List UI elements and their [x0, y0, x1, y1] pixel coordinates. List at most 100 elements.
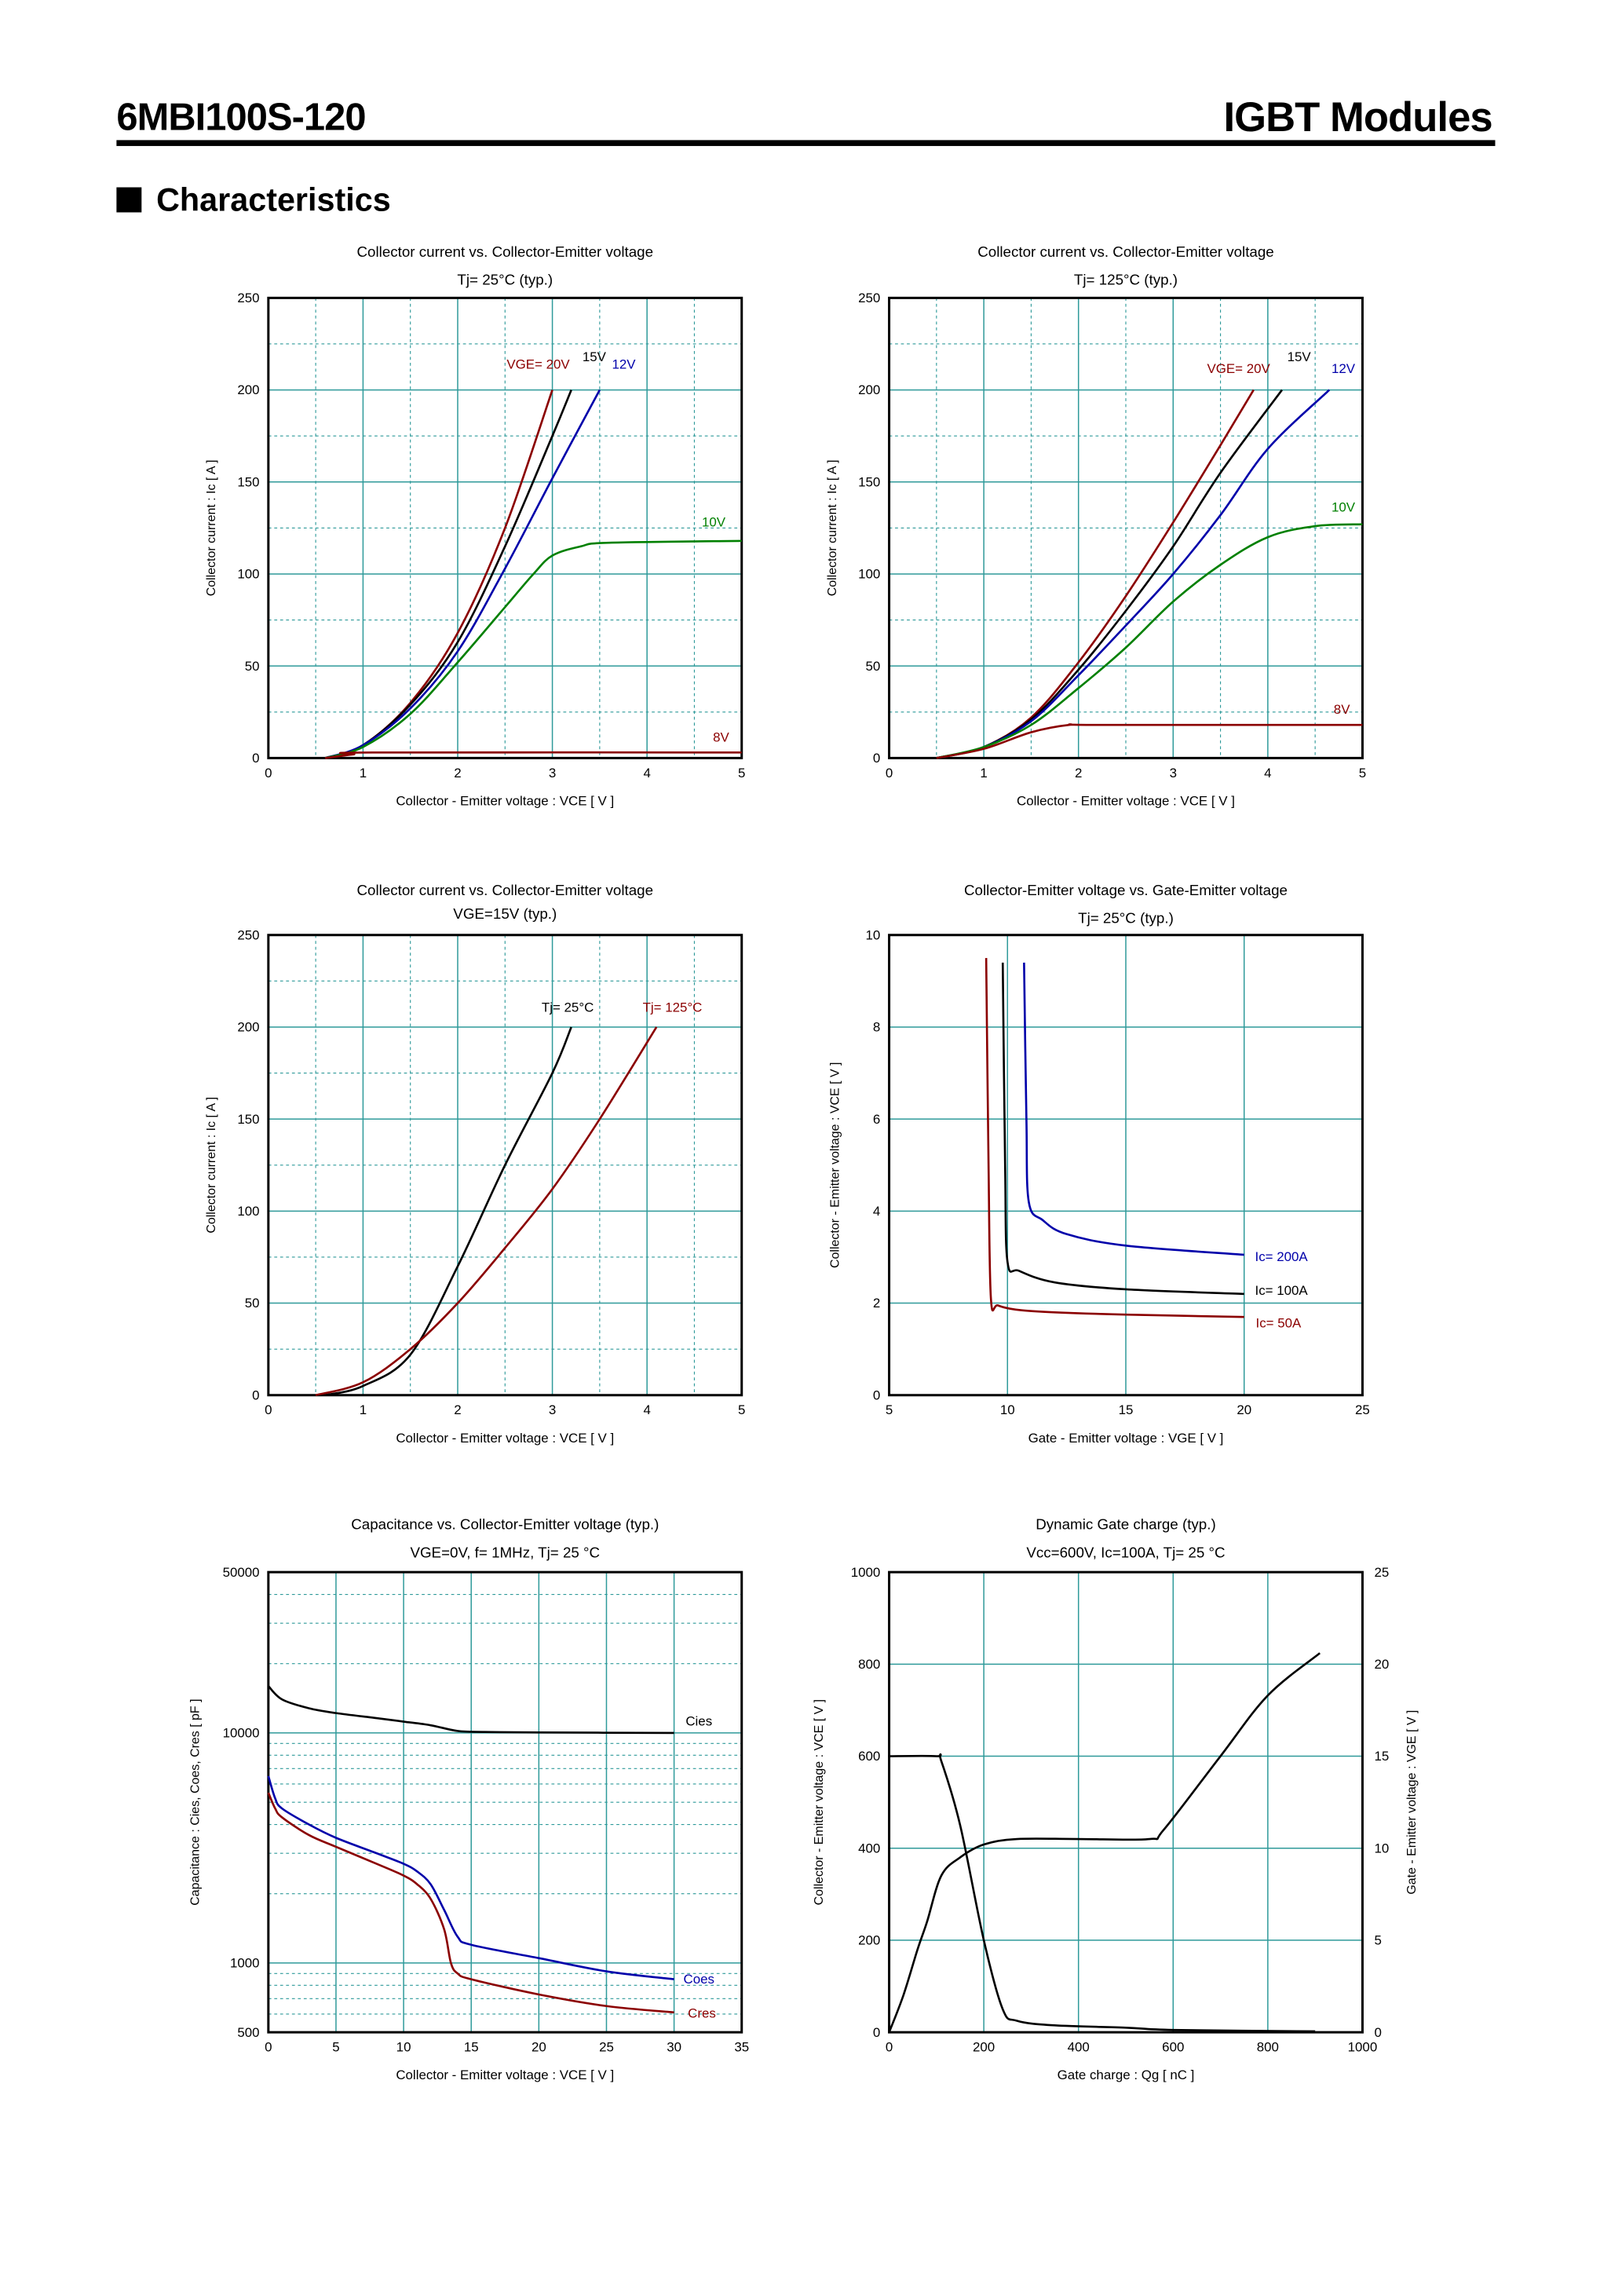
y-axis-label: Collector current : Ic [ A ] [205, 1097, 218, 1234]
chart-title: Collector-Emitter voltage vs. Gate-Emitt… [964, 882, 1288, 898]
y-tick-label: 6 [873, 1112, 880, 1127]
x-tick-label: 1000 [1348, 2040, 1378, 2055]
y-right-tick-label: 15 [1374, 1749, 1389, 1764]
series-label: Coes [684, 1972, 714, 1987]
series-line-ic-100a [1001, 962, 1244, 1296]
series-label: VGE= 20V [506, 357, 570, 372]
series-line-coes [267, 1775, 674, 1980]
series-label: 15V [583, 349, 607, 364]
series-line-tj-125-c [315, 1026, 658, 1397]
series-label: Cies [685, 1713, 712, 1728]
x-tick-label: 400 [1068, 2040, 1090, 2055]
y-tick-label: 400 [858, 1841, 880, 1855]
y-tick-label: 800 [858, 1657, 880, 1672]
y-tick-label: 50 [245, 659, 260, 674]
x-tick-label: 600 [1162, 2040, 1184, 2055]
y-axis-label: Capacitance : Cies, Coes, Cres [ pF ] [189, 1698, 203, 1905]
series-label: 8V [1334, 702, 1350, 717]
chart-title: Dynamic Gate charge (typ.) [1036, 1516, 1215, 1533]
x-axis-label: Collector - Emitter voltage : VCE [ V ] [1017, 793, 1235, 808]
chart-6: Dynamic Gate charge (typ.) Vcc=600V, Ic=1… [813, 1516, 1419, 2083]
y-right-tick-label: 20 [1374, 1657, 1389, 1672]
series-line-10v [324, 539, 742, 759]
y-tick-label: 250 [858, 291, 880, 305]
x-tick-label: 2 [454, 1402, 461, 1417]
chart-1: Collector current vs. Collector-Emitter … [205, 243, 745, 809]
series-label: Ic= 100A [1255, 1283, 1309, 1298]
x-tick-label: 5 [332, 2040, 339, 2055]
product-type: IGBT Modules [1223, 94, 1492, 141]
y-tick-label: 1000 [851, 1565, 881, 1580]
series-label: 12V [612, 357, 636, 372]
y-tick-label: 100 [237, 567, 259, 582]
y-tick-label: 150 [858, 474, 880, 489]
x-tick-label: 20 [1237, 1402, 1251, 1417]
series-label: Tj= 125°C [643, 1000, 703, 1015]
x-tick-label: 0 [886, 766, 893, 781]
y-tick-label: 0 [252, 1387, 259, 1402]
series-label: VGE= 20V [1207, 361, 1271, 376]
y-right-tick-label: 25 [1374, 1565, 1389, 1580]
x-tick-label: 800 [1257, 2040, 1279, 2055]
x-tick-label: 15 [464, 2040, 479, 2055]
plot-frame [267, 296, 743, 759]
y-tick-label: 100 [237, 1204, 259, 1219]
series-label: Ic= 50A [1256, 1315, 1302, 1330]
chart-title: VGE=0V, f= 1MHz, Tj= 25 °C [410, 1544, 600, 1560]
y-right-tick-label: 0 [1374, 2025, 1381, 2040]
x-axis-label: Gate - Emitter voltage : VGE [ V ] [1028, 1431, 1224, 1446]
x-tick-label: 200 [973, 2040, 995, 2055]
y-tick-label: 0 [873, 2025, 880, 2040]
y-tick-label: 50000 [223, 1565, 260, 1580]
series-label: Ic= 200A [1255, 1249, 1309, 1264]
x-tick-label: 3 [549, 766, 556, 781]
y-tick-label: 0 [252, 751, 259, 766]
chart-title: VGE=15V (typ.) [453, 905, 557, 922]
y-axis-label: Collector - Emitter voltage : VCE [ V ] [813, 1699, 826, 1905]
y-tick-label: 600 [858, 1749, 880, 1764]
plot-frame [267, 1570, 743, 2034]
x-tick-label: 0 [886, 2040, 893, 2055]
series-label: 12V [1332, 361, 1356, 376]
y-tick-label: 150 [237, 474, 259, 489]
series-label: 10V [1332, 500, 1356, 515]
y-tick-label: 0 [873, 1387, 880, 1402]
x-tick-label: 5 [1359, 766, 1366, 781]
y-tick-label: 1000 [230, 1956, 260, 1971]
series-line-12v [324, 389, 601, 759]
y-right-tick-label: 10 [1374, 1841, 1389, 1855]
series-label: 8V [713, 730, 729, 745]
x-tick-label: 2 [454, 766, 461, 781]
series-line-10v [936, 523, 1363, 759]
chart-5: Capacitance vs. Collector-Emitter voltag… [189, 1516, 750, 2083]
x-tick-label: 25 [1355, 1402, 1370, 1417]
x-tick-label: 5 [886, 1402, 893, 1417]
x-tick-label: 3 [1170, 766, 1177, 781]
x-tick-label: 10 [396, 2040, 411, 2055]
x-tick-label: 5 [738, 766, 745, 781]
series-line-8v [936, 723, 1363, 759]
chart-title: Collector current vs. Collector-Emitter … [357, 882, 654, 898]
series-line-left [889, 1753, 1316, 2033]
y-tick-label: 250 [237, 291, 259, 305]
chart-3: Collector current vs. Collector-Emitter … [205, 882, 745, 1446]
x-axis-label: Gate charge : Qg [ nC ] [1058, 2067, 1195, 2082]
x-tick-label: 0 [265, 766, 272, 781]
x-axis-label: Collector - Emitter voltage : VCE [ V ] [396, 2067, 614, 2082]
section-title: Characteristics [156, 181, 391, 218]
y-tick-label: 100 [858, 567, 880, 582]
x-tick-label: 35 [734, 2040, 749, 2055]
chart-4: Collector-Emitter voltage vs. Gate-Emitt… [829, 882, 1370, 1446]
series-line-ic-200a [1023, 962, 1244, 1256]
series-line-right [888, 1652, 1321, 2033]
chart-title: Collector current vs. Collector-Emitter … [977, 243, 1274, 260]
series-line-8v [325, 751, 742, 759]
y-tick-label: 200 [237, 1020, 259, 1035]
series-line-cies [267, 1685, 674, 1735]
x-tick-label: 0 [265, 1402, 272, 1417]
x-tick-label: 1 [360, 1402, 367, 1417]
x-tick-label: 3 [549, 1402, 556, 1417]
x-tick-label: 5 [738, 1402, 745, 1417]
x-tick-label: 30 [667, 2040, 681, 2055]
